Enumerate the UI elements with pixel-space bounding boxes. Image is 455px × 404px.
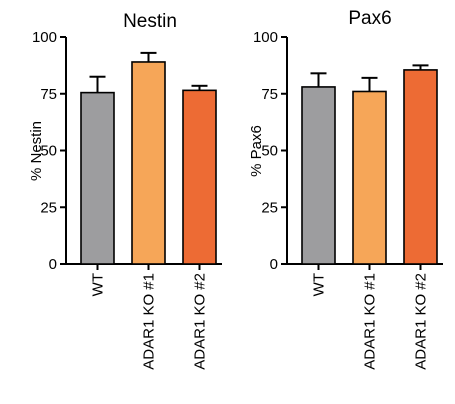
x-tick-label: ADAR1 KO #1 (362, 273, 379, 370)
y-tick-label: 50 (261, 143, 278, 160)
y-tick-label: 75 (261, 86, 278, 103)
y-tick-label: 75 (40, 86, 57, 103)
y-tick-label: 25 (40, 199, 57, 216)
y-axis-label: % Pax6 (248, 125, 265, 177)
bar (403, 69, 438, 265)
bar (182, 89, 217, 265)
x-tick-label: ADAR1 KO #2 (192, 273, 209, 370)
y-tick-label: 50 (40, 143, 57, 160)
y-tick-label: 0 (270, 256, 278, 273)
bar (80, 91, 115, 265)
bar (352, 90, 387, 265)
x-tick-label: WT (311, 273, 328, 296)
nestin-chart-panel: Nestin % Nestin 0 25 50 75 100 WT ADAR1 KO #1 A… (28, 11, 222, 370)
bar (131, 61, 166, 265)
bar (301, 86, 336, 265)
y-axis-label: % Nestin (28, 121, 45, 181)
y-tick-label: 100 (253, 29, 278, 46)
y-tick-label: 0 (49, 256, 57, 273)
x-tick-label: ADAR1 KO #2 (413, 273, 430, 370)
chart-title: Pax6 (348, 8, 391, 29)
x-tick-label: WT (90, 273, 107, 296)
y-tick-label: 25 (261, 199, 278, 216)
chart-title: Nestin (123, 11, 177, 32)
pax6-chart-panel: Pax6 % Pax6 0 25 50 75 100 WT ADAR1 KO #1 ADAR1… (248, 8, 443, 370)
x-tick-label: ADAR1 KO #1 (141, 273, 158, 370)
y-tick-label: 100 (32, 29, 57, 46)
